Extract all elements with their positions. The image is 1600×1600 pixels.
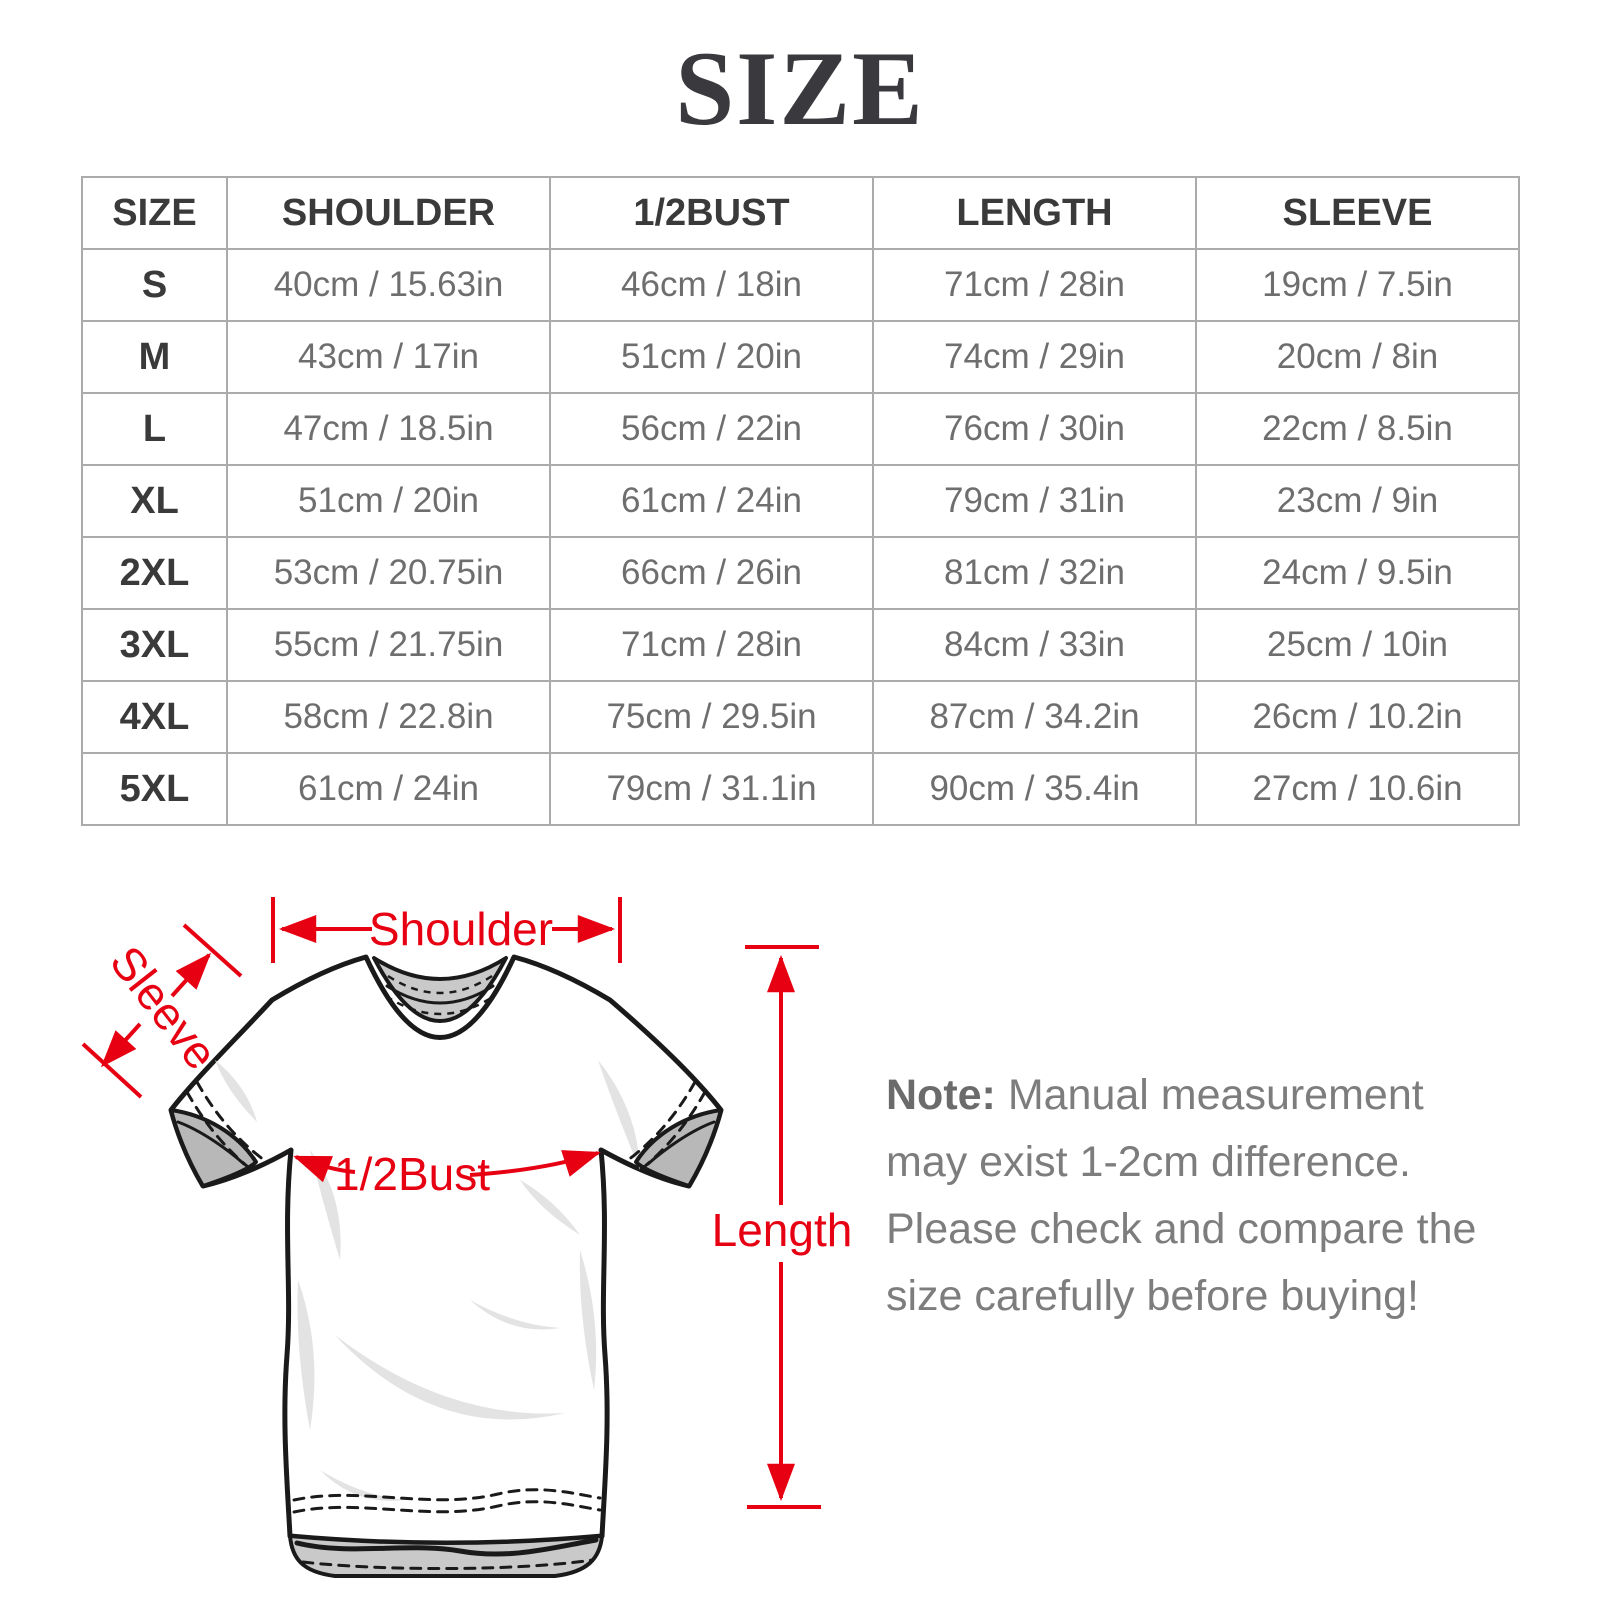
bust-label: 1/2Bust: [334, 1148, 490, 1200]
measurement-cell: 22cm / 8.5in: [1195, 392, 1520, 466]
measurement-cell: 79cm / 31.1in: [549, 752, 874, 826]
measurement-cell: 66cm / 26in: [549, 536, 874, 610]
table-row: M 43cm / 17in 51cm / 20in 74cm / 29in 20…: [81, 320, 1520, 394]
table-row: XL 51cm / 20in 61cm / 24in 79cm / 31in 2…: [81, 464, 1520, 538]
measurement-cell: 46cm / 18in: [549, 248, 874, 322]
sleeve-arrow-up: [170, 952, 212, 998]
note-prefix: Note:: [886, 1071, 996, 1119]
measurement-cell: 75cm / 29.5in: [549, 680, 874, 754]
measurement-cell: 55cm / 21.75in: [226, 608, 551, 682]
bust-arrow-left: [293, 1155, 356, 1183]
measurement-cell: 90cm / 35.4in: [872, 752, 1197, 826]
shoulder-annotation: Shoulder: [271, 897, 622, 963]
bust-arrow-right: [469, 1150, 601, 1177]
measurement-cell: 87cm / 34.2in: [872, 680, 1197, 754]
measurement-cell: 23cm / 9in: [1195, 464, 1520, 538]
table-row: S 40cm / 15.63in 46cm / 18in 71cm / 28in…: [81, 248, 1520, 322]
table-row: L 47cm / 18.5in 56cm / 22in 76cm / 30in …: [81, 392, 1520, 466]
note-body: Manual measurement may exist 1-2cm diffe…: [886, 1071, 1477, 1320]
column-header-shoulder: SHOULDER: [226, 176, 551, 250]
measurement-cell: 56cm / 22in: [549, 392, 874, 466]
page-title: SIZE: [675, 30, 925, 147]
sleeve-arrow-down: [100, 1022, 142, 1068]
measurement-cell: 61cm / 24in: [549, 464, 874, 538]
size-cell: L: [81, 392, 228, 466]
measurement-cell: 74cm / 29in: [872, 320, 1197, 394]
measurement-cell: 71cm / 28in: [549, 608, 874, 682]
size-cell: 5XL: [81, 752, 228, 826]
table-header-row: SIZE SHOULDER 1/2BUST LENGTH SLEEVE: [81, 176, 1520, 250]
measurement-cell: 20cm / 8in: [1195, 320, 1520, 394]
size-table: SIZE SHOULDER 1/2BUST LENGTH SLEEVE S 40…: [81, 176, 1520, 826]
table-row: 4XL 58cm / 22.8in 75cm / 29.5in 87cm / 3…: [81, 680, 1520, 754]
table-row: 2XL 53cm / 20.75in 66cm / 26in 81cm / 32…: [81, 536, 1520, 610]
length-label: Length: [712, 1204, 853, 1256]
column-header-bust: 1/2BUST: [549, 176, 874, 250]
shoulder-label: Shoulder: [369, 903, 553, 955]
sleeve-tick-top: [182, 923, 243, 978]
measurement-cell: 84cm / 33in: [872, 608, 1197, 682]
length-annotation: Length: [712, 945, 853, 1509]
measurement-cell: 51cm / 20in: [226, 464, 551, 538]
note-text: Note: Manual measurement may exist 1-2cm…: [886, 1062, 1486, 1330]
measurement-cell: 71cm / 28in: [872, 248, 1197, 322]
measurement-cell: 51cm / 20in: [549, 320, 874, 394]
measurement-cell: 26cm / 10.2in: [1195, 680, 1520, 754]
measurement-cell: 76cm / 30in: [872, 392, 1197, 466]
measurement-cell: 25cm / 10in: [1195, 608, 1520, 682]
size-cell: 3XL: [81, 608, 228, 682]
measurement-cell: 58cm / 22.8in: [226, 680, 551, 754]
tshirt-illustration: [168, 954, 724, 1578]
size-cell: M: [81, 320, 228, 394]
measurement-cell: 27cm / 10.6in: [1195, 752, 1520, 826]
measurement-cell: 53cm / 20.75in: [226, 536, 551, 610]
bust-annotation: 1/2Bust: [293, 1148, 601, 1200]
table-row: 3XL 55cm / 21.75in 71cm / 28in 84cm / 33…: [81, 608, 1520, 682]
table-row: 5XL 61cm / 24in 79cm / 31.1in 90cm / 35.…: [81, 752, 1520, 826]
measurement-cell: 40cm / 15.63in: [226, 248, 551, 322]
measurement-cell: 79cm / 31in: [872, 464, 1197, 538]
measurement-cell: 24cm / 9.5in: [1195, 536, 1520, 610]
measurement-cell: 43cm / 17in: [226, 320, 551, 394]
column-header-length: LENGTH: [872, 176, 1197, 250]
size-cell: 2XL: [81, 536, 228, 610]
sleeve-tick-bottom: [81, 1042, 143, 1099]
measurement-cell: 19cm / 7.5in: [1195, 248, 1520, 322]
column-header-size: SIZE: [81, 176, 228, 250]
measurement-cell: 61cm / 24in: [226, 752, 551, 826]
tshirt-size-diagram: Shoulder Sleeve 1/2Bust Length: [81, 897, 853, 1578]
measurement-cell: 81cm / 32in: [872, 536, 1197, 610]
size-cell: XL: [81, 464, 228, 538]
size-cell: 4XL: [81, 680, 228, 754]
size-cell: S: [81, 248, 228, 322]
measurement-cell: 47cm / 18.5in: [226, 392, 551, 466]
column-header-sleeve: SLEEVE: [1195, 176, 1520, 250]
